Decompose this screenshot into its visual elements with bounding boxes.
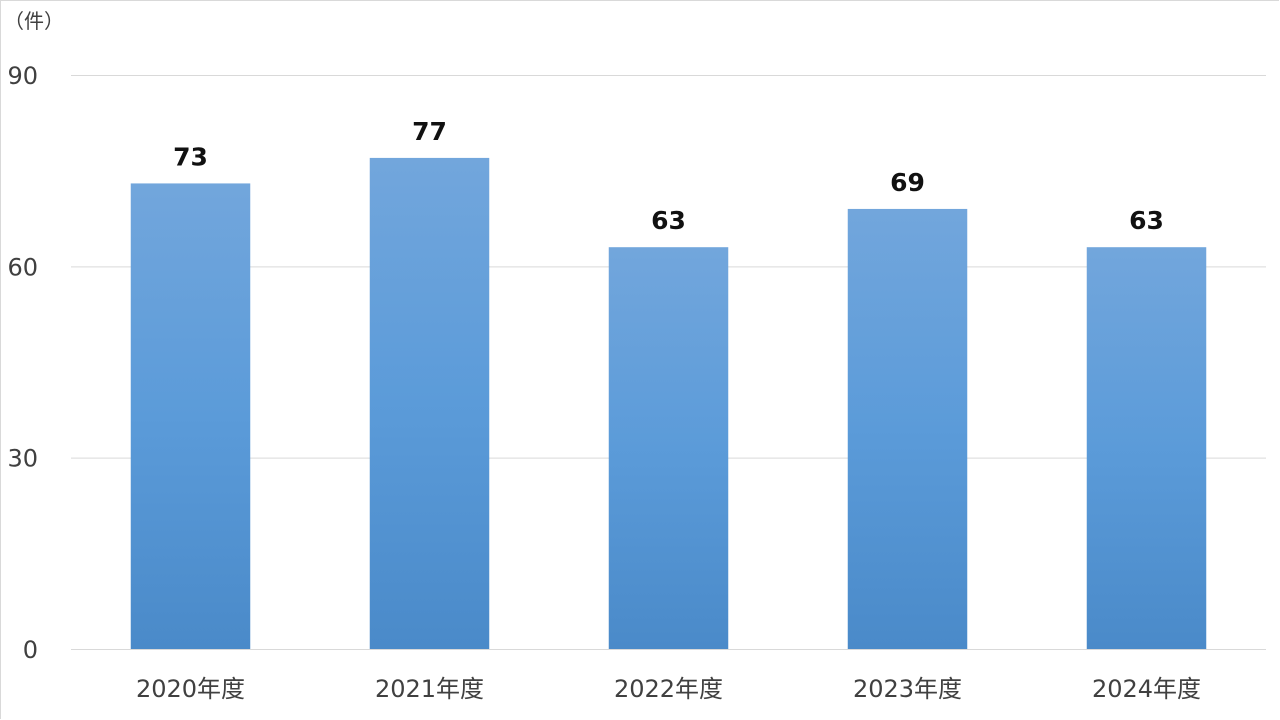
data-label: 77 [412, 117, 447, 146]
y-tick-label: 60 [7, 253, 38, 281]
y-tick-label: 90 [7, 62, 38, 90]
y-axis-ticks: 0 30 60 90 [7, 62, 38, 664]
data-label: 63 [651, 206, 686, 235]
bar [130, 183, 251, 649]
data-labels: 73 77 63 69 63 [173, 117, 1164, 235]
data-label: 73 [173, 142, 208, 171]
bar [1086, 247, 1207, 649]
bars [130, 157, 1207, 649]
bar [847, 208, 968, 649]
x-category-label: 2022年度 [614, 675, 723, 703]
data-label: 63 [1129, 206, 1164, 235]
x-category-label: 2020年度 [136, 675, 245, 703]
y-axis-unit-label: （件） [4, 9, 64, 33]
x-axis-labels: 2020年度 2021年度 2022年度 2023年度 2024年度 [136, 675, 1201, 703]
x-category-label: 2021年度 [375, 675, 484, 703]
y-tick-label: 30 [7, 445, 38, 473]
bar [608, 247, 729, 649]
bar [369, 157, 490, 649]
y-tick-label: 0 [23, 636, 38, 664]
x-category-label: 2024年度 [1092, 675, 1201, 703]
data-label: 69 [890, 168, 925, 197]
x-category-label: 2023年度 [853, 675, 962, 703]
